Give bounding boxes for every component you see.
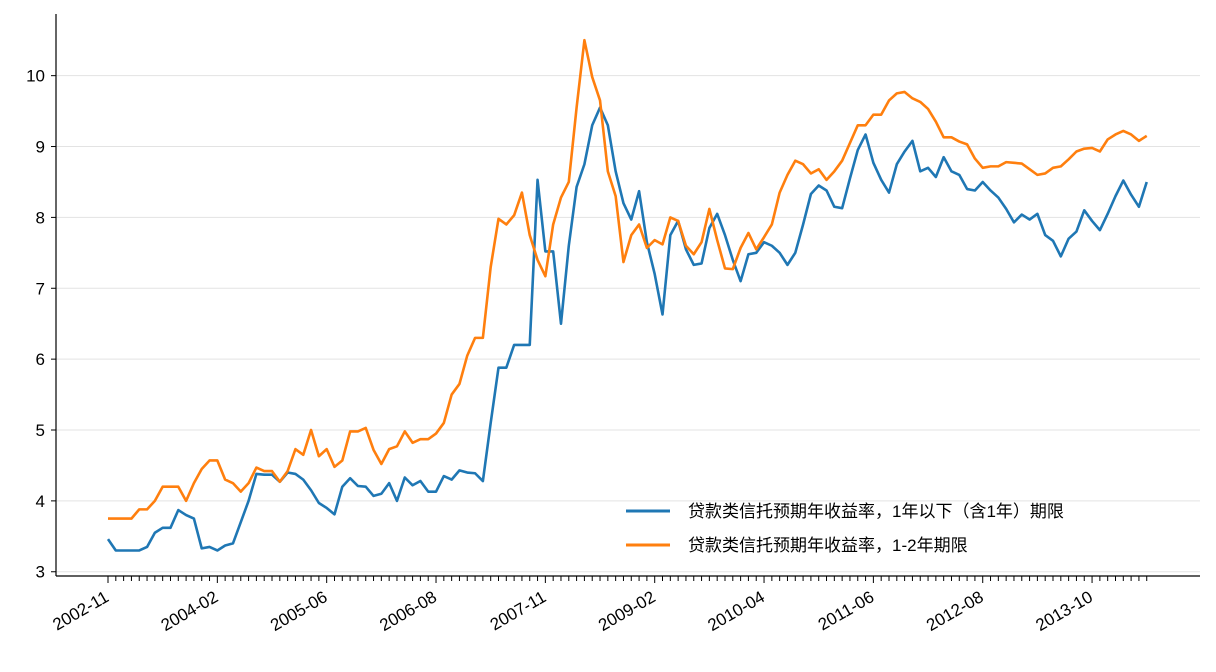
plot-area — [106, 38, 1148, 552]
y-tick-label: 7 — [36, 279, 45, 298]
x-tick-label: 2002-11 — [50, 587, 112, 634]
y-tick-label: 4 — [36, 492, 45, 511]
legend: 贷款类信托预期年收益率，1年以下（含1年）期限贷款类信托预期年收益率，1-2年期… — [626, 502, 1064, 555]
y-tick-label: 5 — [36, 421, 45, 440]
x-tick-label: 2004-02 — [158, 587, 222, 635]
x-tick-label: 2005-06 — [267, 587, 331, 635]
y-tick-label: 10 — [26, 67, 45, 86]
x-tick-label: 2006-08 — [376, 587, 440, 635]
x-tick-label: 2011-06 — [815, 587, 877, 634]
legend-label: 贷款类信托预期年收益率，1年以下（含1年）期限 — [688, 502, 1064, 521]
x-tick-label: 2007-11 — [487, 587, 549, 634]
series-line — [106, 106, 1148, 552]
series-line — [108, 38, 1148, 520]
x-tick-label: 2012-08 — [923, 587, 987, 635]
y-tick-label: 6 — [36, 350, 45, 369]
y-tick-label: 3 — [36, 563, 45, 582]
x-tick-label: 2009-02 — [595, 587, 659, 635]
x-tick-label: 2010-04 — [704, 587, 768, 635]
grid — [56, 75, 1200, 573]
x-tick-label: 2013-10 — [1032, 587, 1096, 635]
legend-label: 贷款类信托预期年收益率，1-2年期限 — [688, 536, 968, 555]
y-tick-label: 8 — [36, 208, 45, 227]
y-tick-label: 9 — [36, 138, 45, 157]
